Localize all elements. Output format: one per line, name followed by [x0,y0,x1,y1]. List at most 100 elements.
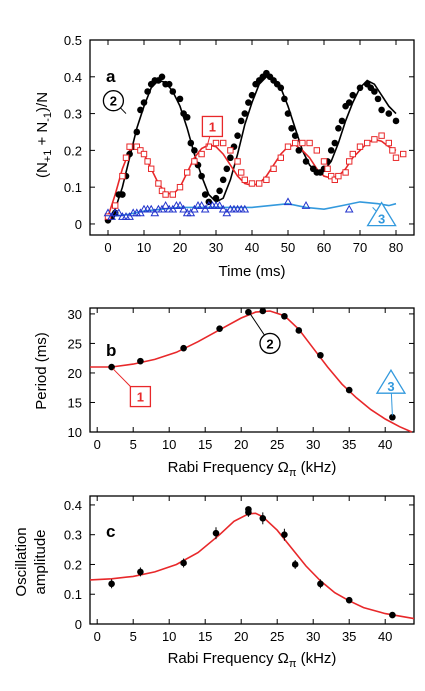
data-point [317,351,324,359]
y-tick-label: 20 [68,366,82,381]
panel-a-xlabel: Time (ms) [219,263,286,280]
data-point [392,117,400,125]
data-point [175,201,185,209]
data-point [364,139,371,147]
x-tick-label: 20 [234,437,248,452]
data-point [335,125,342,132]
data-point [338,117,346,125]
data-point [169,191,177,198]
data-point [107,212,116,220]
x-tick-label: 50 [281,240,295,255]
data-point [182,208,192,217]
data-point [234,132,241,139]
data-point [400,150,407,158]
series-badge-label: 2 [110,94,117,109]
series-badge-triangle [366,201,397,227]
data-point [126,143,133,150]
y-tick-label: 0.5 [64,33,82,48]
data-point [299,139,306,147]
panel-b-fit-curve [90,310,413,433]
data-point [344,204,354,213]
data-point [238,169,245,176]
data-point [140,99,148,106]
data-point [201,191,209,198]
y-tick-label: 15 [68,395,82,410]
y-tick-label: 0.4 [64,70,82,85]
data-point [306,139,313,147]
x-tick-label: 20 [234,629,248,644]
data-point [237,117,245,125]
data-point [103,208,113,217]
data-point [165,80,173,88]
data-point [320,158,328,165]
panel-c-letter: c [106,522,115,541]
x-tick-label: 0 [94,629,101,644]
data-point [335,172,342,180]
data-point [356,143,364,150]
data-point [281,531,288,538]
panel-a-letter: a [106,67,116,86]
data-point [331,176,339,184]
x-tick-label: 30 [306,629,320,644]
y-tick-label: 0.3 [64,528,82,543]
data-point [122,154,130,161]
panel-c-ticks: 0 5 10 15 20 25 30 35 40 0 0.1 0.2 0.3 0.4 [64,496,414,644]
data-point [216,187,223,195]
data-point [216,325,223,332]
data-point [345,99,353,106]
data-point [256,180,263,187]
data-point [291,561,299,568]
x-tick-label: 30 [209,240,223,255]
data-point [328,172,335,180]
data-point [234,158,241,165]
data-point [346,158,353,165]
data-point [222,208,232,217]
y-tick-label: 0.2 [64,557,82,572]
data-point [248,91,256,99]
panel-b-data-points [108,307,396,421]
data-point [133,128,141,136]
data-point [281,312,288,320]
data-point [288,125,295,132]
data-point [144,158,151,165]
data-point [283,197,293,206]
data-point [146,204,156,213]
data-point [331,139,339,147]
x-tick-label: 80 [389,240,403,255]
series-badge-label: 1 [209,119,216,134]
panel-b: 0 5 10 15 20 25 30 35 40 10 15 20 25 30 2 1 3 b Rabi Fr… [33,307,415,479]
data-point [191,158,198,165]
x-tick-label: 5 [130,629,137,644]
x-tick-label: 25 [270,629,284,644]
data-point [295,147,303,154]
panel-c: 0 5 10 15 20 25 30 35 40 0 0.1 0.2 0.3 0.4 c Rabi Fre… [13,495,415,670]
data-point [179,204,188,213]
fit-curve [90,310,413,433]
data-point [227,154,234,162]
data-point [245,99,252,106]
data-point [187,139,195,147]
series-badge-label: 2 [266,336,273,351]
data-point [277,84,285,92]
data-point [180,559,187,567]
data-point [161,201,170,209]
data-point [389,611,396,619]
x-tick-label: 25 [270,437,284,452]
data-point [327,147,335,154]
y-tick-label: 0.4 [64,498,82,513]
series-badge-circle [259,332,281,355]
x-tick-label: 20 [173,240,187,255]
data-point [144,88,151,95]
data-point [215,201,224,209]
data-point [371,136,378,143]
data-point [349,91,357,99]
data-point [197,201,206,209]
data-point [157,204,167,213]
series-badge-label: 3 [387,379,394,394]
data-point [190,204,199,213]
data-point [317,580,324,588]
data-point [184,169,191,176]
y-tick-label: 0.3 [64,107,82,122]
data-point [198,150,205,158]
